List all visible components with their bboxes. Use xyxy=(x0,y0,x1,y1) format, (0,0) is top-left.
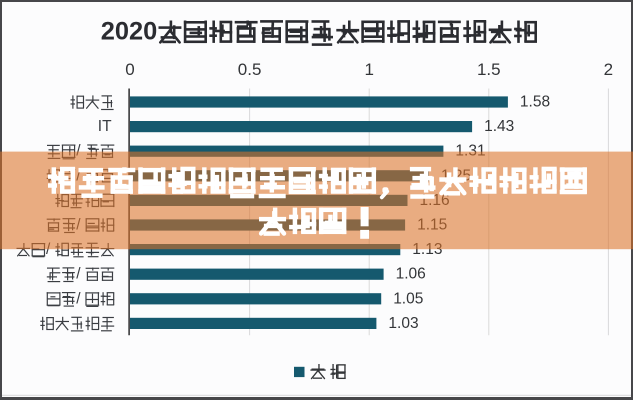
svg-text:1.58: 1.58 xyxy=(520,94,550,111)
svg-text:IT: IT xyxy=(98,118,112,135)
svg-text:1.05: 1.05 xyxy=(393,290,423,307)
svg-text:2020: 2020 xyxy=(101,18,157,46)
svg-text:1.06: 1.06 xyxy=(396,266,426,283)
svg-text:/: / xyxy=(76,266,81,283)
svg-text:1.5: 1.5 xyxy=(477,60,501,79)
svg-text:/: / xyxy=(76,290,81,307)
svg-text:1.03: 1.03 xyxy=(388,315,418,332)
svg-text:2: 2 xyxy=(604,60,613,79)
svg-text:1: 1 xyxy=(364,60,373,79)
svg-text:0: 0 xyxy=(125,60,134,79)
svg-text:0.5: 0.5 xyxy=(238,60,262,79)
svg-text:1.43: 1.43 xyxy=(484,118,514,135)
svg-text:/: / xyxy=(46,241,51,258)
svg-text:/: / xyxy=(76,143,81,160)
